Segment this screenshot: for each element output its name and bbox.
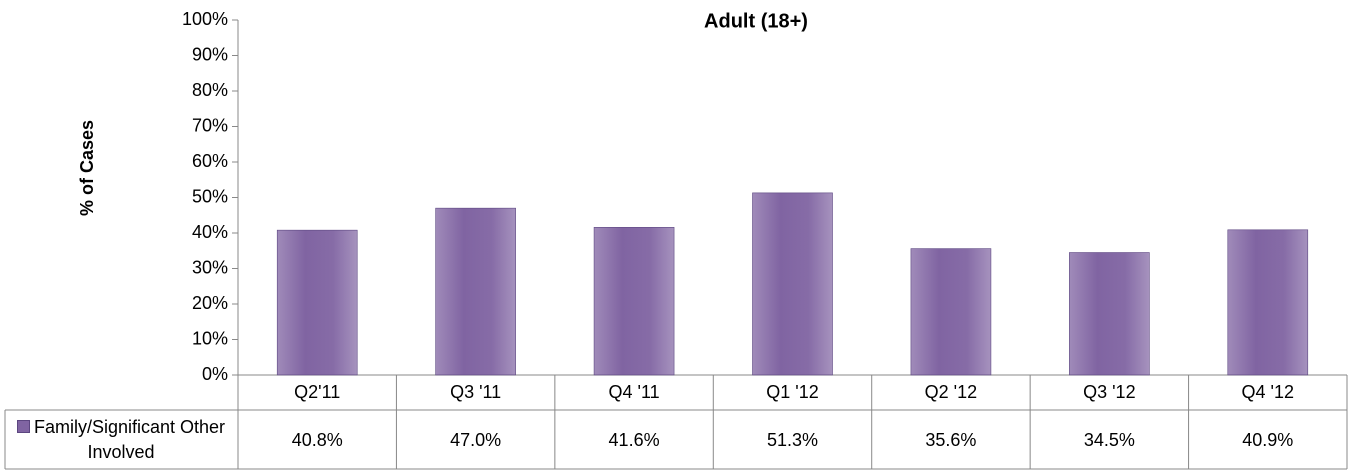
value-label: 35.6%: [925, 430, 976, 450]
x-tick-label: Q4 '12: [1242, 382, 1294, 402]
chart-title: Adult (18+): [704, 10, 808, 32]
x-tick-label: Q3 '12: [1083, 382, 1135, 402]
y-tick-label: 100%: [182, 9, 228, 29]
bar: [593, 227, 675, 376]
x-tick-label: Q2 '12: [925, 382, 977, 402]
x-tick-label: Q4 '11: [609, 382, 660, 402]
y-tick-label: 70%: [192, 115, 228, 135]
x-tick-label: Q2'11: [294, 382, 340, 402]
legend-entry: Family/Significant Other Involved: [6, 415, 236, 465]
y-tick-label: 30%: [192, 257, 228, 277]
bar: [1227, 229, 1309, 376]
x-tick-label: Q1 '12: [766, 382, 818, 402]
value-label: 51.3%: [767, 430, 818, 450]
y-tick-label: 40%: [192, 222, 228, 242]
value-label: 41.6%: [609, 430, 660, 450]
value-label: 47.0%: [450, 430, 501, 450]
y-tick-label: 80%: [192, 80, 228, 100]
legend-swatch: [16, 420, 30, 433]
y-tick-label: 90%: [192, 44, 228, 64]
value-label: 40.9%: [1242, 430, 1293, 450]
x-tick-label: Q3 '11: [450, 382, 501, 402]
y-tick-label: 50%: [192, 186, 228, 206]
y-tick-label: 0%: [202, 364, 228, 384]
legend-label: Family/Significant Other Involved: [33, 417, 226, 462]
value-label: 40.8%: [292, 430, 343, 450]
value-label: 34.5%: [1084, 430, 1135, 450]
bar: [752, 192, 833, 376]
y-tick-label: 10%: [192, 328, 228, 348]
y-axis-label: % of Cases: [77, 120, 97, 216]
y-tick-label: 60%: [192, 151, 228, 171]
bar: [276, 229, 358, 376]
bar: [435, 207, 516, 376]
bar: [910, 248, 992, 376]
bar: [1069, 252, 1150, 376]
legend: Family/Significant Other Involved: [6, 412, 236, 468]
y-tick-label: 20%: [192, 293, 228, 313]
